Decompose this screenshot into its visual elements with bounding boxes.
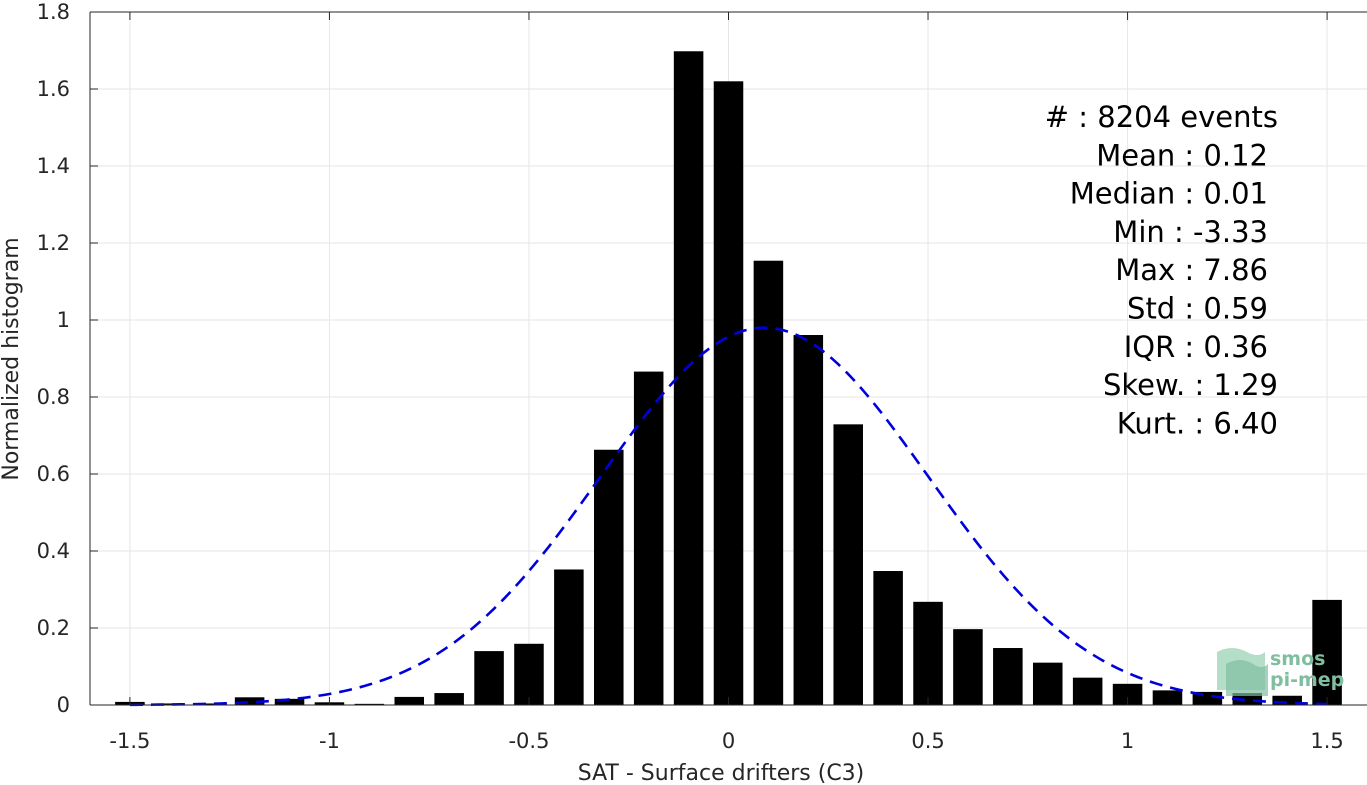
x-tick-label: 1 [1121,729,1134,753]
histogram-bar [953,629,983,705]
x-tick-label: -1.5 [109,729,150,753]
y-tick-label: 1 [57,308,70,332]
y-tick-label: 0 [57,693,70,717]
y-tick-label: 0.2 [37,616,70,640]
histogram-bars [115,51,1342,706]
axes [89,11,1367,706]
logo-text-smos: smos [1270,648,1325,670]
y-tick-label: 0.6 [37,462,70,486]
stat-line: Mean : 0.12 [1096,138,1268,172]
histogram-bar [713,81,744,706]
histogram-bar [673,51,704,705]
histogram-bar [793,335,824,705]
stat-line: # : 8204 events [1045,100,1278,134]
histogram-bar [474,651,504,705]
logo-text-pimep: pi-mep [1270,669,1344,691]
y-tick-label: 0.4 [37,539,70,563]
statistics-box: # : 8204 events Mean : 0.12 Median : 0.01 M… [1045,100,1278,440]
histogram-bar [1312,599,1342,705]
histogram-bar [514,643,544,705]
histogram-bar [753,260,784,705]
histogram-bar [234,697,265,705]
stat-line: IQR : 0.36 [1124,330,1268,364]
normal-fit-curve [129,326,1328,707]
y-axis-label: Normalized histogram [0,237,24,480]
histogram-bar [274,698,305,705]
histogram-bar [554,569,584,705]
histogram-bar [833,424,863,705]
x-tick-labels: -1.5 -1 -0.5 0 0.5 1 1.5 [109,729,1343,753]
stat-line: Skew. : 1.29 [1103,368,1278,402]
histogram-bar [913,601,943,705]
histogram-bar [1272,695,1302,705]
x-tick-label: 0.5 [911,729,944,753]
stat-line: Max : 7.86 [1115,253,1268,287]
histogram-bar [873,571,903,705]
y-tick-label: 1.2 [37,231,70,255]
stat-line: Std : 0.59 [1127,292,1268,326]
histogram-bar [993,648,1023,705]
stat-line: Median : 0.01 [1070,177,1268,211]
stat-line: Min : -3.33 [1113,215,1268,249]
histogram-bar [434,693,464,705]
y-tick-labels: 0 0.2 0.4 0.6 0.8 1 1.2 1.4 1.6 1.8 [37,0,70,717]
y-tick-label: 1.8 [37,0,70,24]
histogram-bar [594,449,624,705]
x-tick-label: -0.5 [508,729,549,753]
histogram-bar [1072,677,1103,705]
histogram-bar [155,703,185,705]
y-tick-label: 1.6 [37,77,70,101]
histogram-bar [1032,662,1063,705]
histogram-bar [1112,683,1143,705]
x-tick-label: -1 [319,729,340,753]
stat-line: Kurt. : 6.40 [1117,406,1278,440]
histogram-bar [394,696,425,705]
histogram-bar [1232,693,1263,705]
x-tick-label: 0 [722,729,735,753]
histogram-bar [1152,690,1183,705]
histogram-bar [194,703,225,705]
x-tick-label: 1.5 [1310,729,1343,753]
logo-wave-icon-2 [1226,660,1268,696]
smos-pimep-logo: smos pi-mep [1217,648,1344,696]
y-tick-label: 1.4 [37,154,70,178]
y-tick-label: 0.8 [37,385,70,409]
x-axis-label: SAT - Surface drifters (C3) [578,761,865,785]
histogram-bar [354,703,385,705]
histogram-bar [633,371,664,705]
